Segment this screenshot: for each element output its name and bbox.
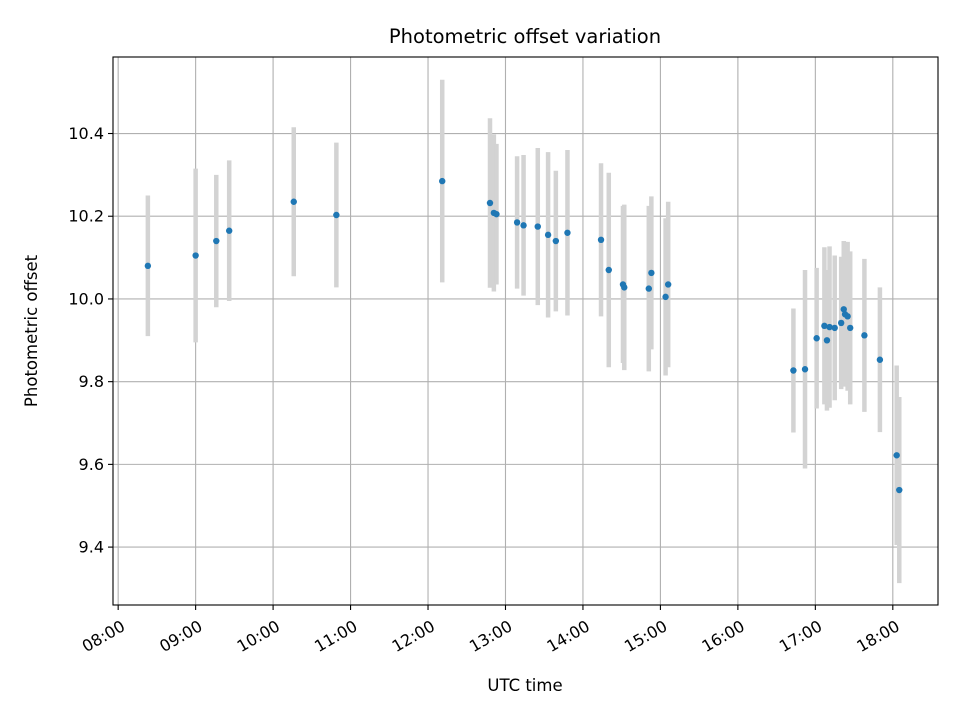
chart-title: Photometric offset variation <box>389 25 661 48</box>
data-point <box>662 293 669 301</box>
data-point <box>192 252 199 259</box>
y-tick-label: 9.6 <box>79 455 104 474</box>
data-point <box>844 313 851 320</box>
y-tick-label: 9.8 <box>79 372 104 391</box>
y-tick-label: 10.0 <box>68 289 104 308</box>
data-point <box>664 281 672 288</box>
data-point <box>831 324 838 332</box>
data-point <box>225 227 233 234</box>
data-point <box>896 486 903 494</box>
axes-frame <box>112 56 939 606</box>
data-point <box>840 306 847 313</box>
data-point <box>790 367 797 374</box>
data-point <box>837 319 845 327</box>
y-tick-label: 9.4 <box>79 538 104 557</box>
data-point <box>597 236 605 244</box>
data-point <box>826 323 833 331</box>
data-point <box>520 222 527 229</box>
data-point <box>439 177 446 185</box>
data-point <box>645 285 652 292</box>
data-point <box>861 332 868 339</box>
data-point <box>144 262 152 270</box>
data-point <box>333 211 340 219</box>
y-tick-label: 10.4 <box>68 124 104 143</box>
data-points <box>144 177 903 494</box>
data-point <box>801 366 809 373</box>
data-point <box>552 237 560 245</box>
data-point <box>847 324 854 332</box>
y-tick-label: 10.2 <box>68 207 104 226</box>
data-point <box>486 199 494 207</box>
data-point <box>893 452 900 459</box>
data-point <box>823 337 831 344</box>
y-axis-label: Photometric offset <box>22 254 41 407</box>
data-point <box>621 284 628 291</box>
data-point <box>876 356 884 363</box>
data-point <box>213 237 220 245</box>
data-point <box>493 210 500 218</box>
data-point <box>290 198 297 205</box>
data-point <box>564 229 571 236</box>
data-point <box>544 231 552 239</box>
data-point <box>605 266 612 274</box>
data-point <box>534 223 541 230</box>
data-point <box>813 335 820 342</box>
data-point <box>513 219 521 226</box>
data-point <box>648 269 655 277</box>
x-axis-label: UTC time <box>487 676 562 695</box>
data-point <box>821 322 828 330</box>
